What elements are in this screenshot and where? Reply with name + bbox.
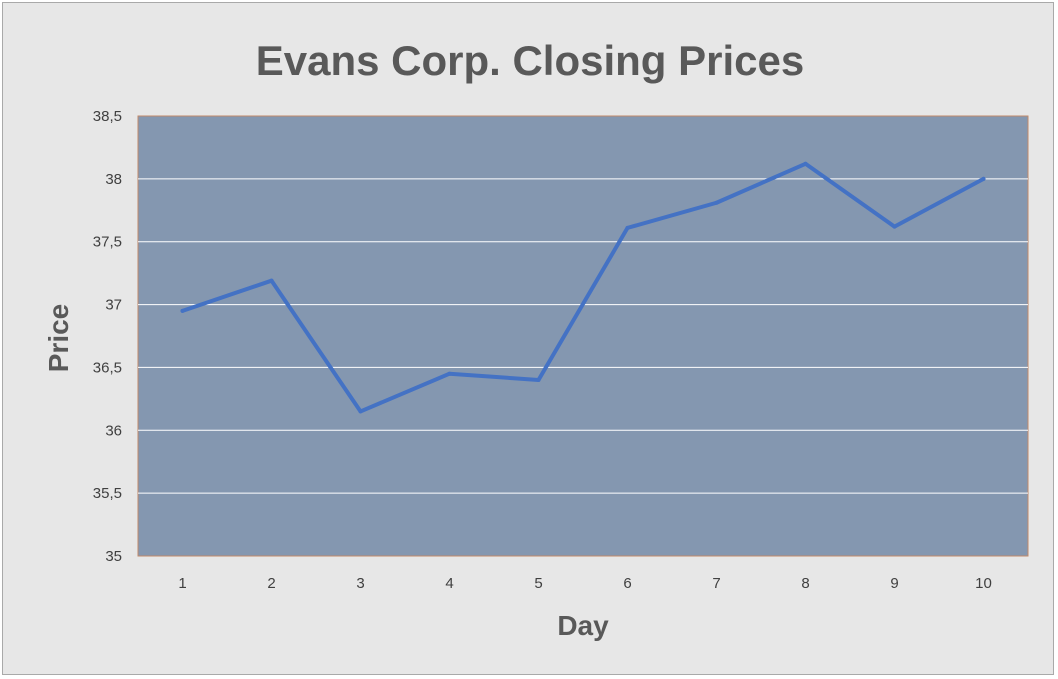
x-tick-label: 6 [623,575,631,592]
x-tick-label: 5 [534,575,542,592]
y-tick-label: 38 [105,171,122,188]
y-tick-label: 35,5 [93,485,122,502]
data-point [892,224,897,229]
x-tick-label: 10 [975,575,992,592]
y-tick-label: 35 [105,548,122,565]
y-tick-label: 36 [105,422,122,439]
data-point [714,200,719,205]
y-tick-label: 36,5 [93,359,122,376]
data-point [358,409,363,414]
data-point [625,225,630,230]
x-axis-tick-labels: 1 2 3 4 5 6 7 8 9 10 [178,575,992,592]
y-axis-tick-labels: 35 35,5 36 36,5 37 37,5 38 38,5 [93,108,122,565]
x-tick-label: 2 [267,575,275,592]
y-tick-label: 37 [105,297,122,314]
y-tick-label: 38,5 [93,108,122,125]
y-tick-label: 37,5 [93,234,122,251]
data-point [536,378,541,382]
x-tick-label: 7 [712,575,720,592]
x-tick-label: 9 [890,575,898,592]
price-series-line [180,161,986,414]
x-tick-label: 4 [445,575,453,592]
x-tick-label: 1 [178,575,186,592]
chart-title: Evans Corp. Closing Prices [256,37,805,84]
x-axis-title: Day [557,610,609,641]
chart-svg: Evans Corp. Closing Prices 3535,53636,53… [43,37,1029,641]
data-point [269,278,274,283]
plot-area [137,115,1029,557]
data-point [803,161,808,166]
price-series-points [180,161,986,414]
data-point [447,371,452,376]
data-point [981,176,986,181]
data-point [180,308,185,313]
x-tick-label: 8 [801,575,809,592]
x-tick-label: 3 [356,575,364,592]
y-axis-title: Price [43,304,74,373]
